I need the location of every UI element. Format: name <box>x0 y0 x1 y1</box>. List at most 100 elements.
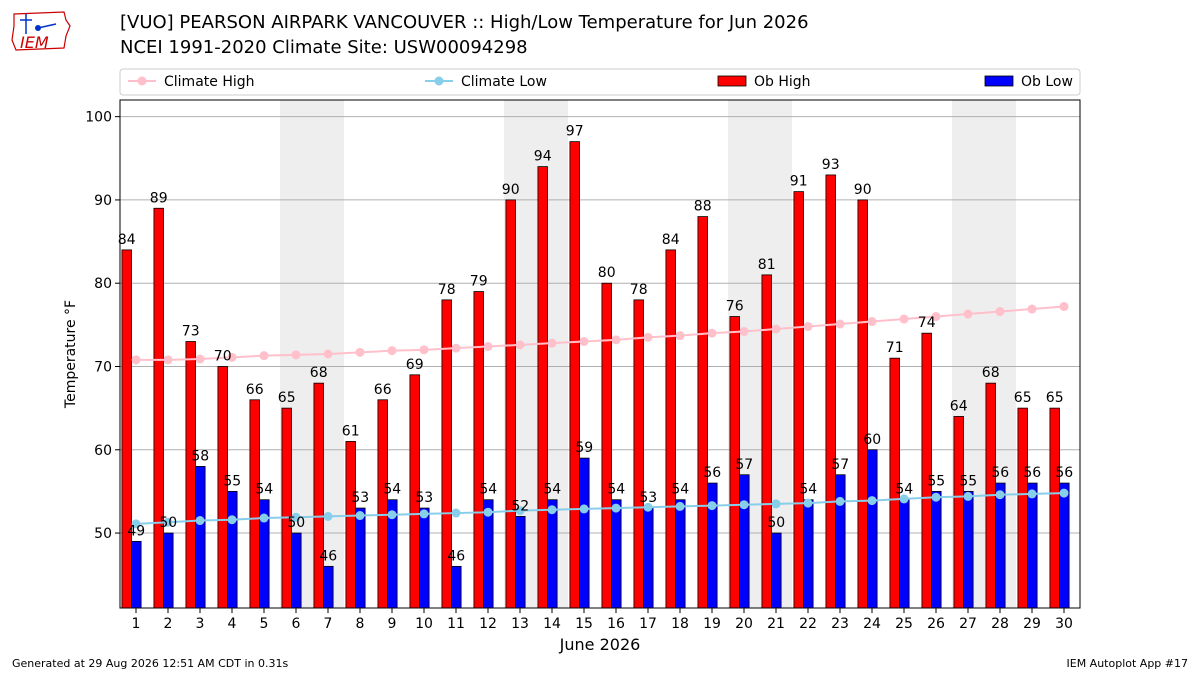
ob-low-bar <box>995 482 1006 609</box>
x-tick-label: 26 <box>927 616 945 632</box>
y-tick-label: 90 <box>94 193 112 209</box>
climate-high-point <box>707 328 717 338</box>
ob-low-label: 46 <box>447 548 465 564</box>
x-tick-label: 20 <box>735 616 753 632</box>
climate-high-point <box>291 350 301 360</box>
ob-low-bar <box>291 532 302 609</box>
ob-high-bar <box>793 191 804 609</box>
climate-high-point <box>1059 302 1069 312</box>
ob-low-bar <box>835 474 846 609</box>
climate-low-point <box>675 501 685 511</box>
climate-low-point <box>1027 489 1037 499</box>
ob-low-label: 56 <box>703 465 721 481</box>
ob-low-label: 54 <box>543 482 561 498</box>
ob-high-label: 65 <box>1014 390 1032 406</box>
ob-high-label: 68 <box>982 365 1000 381</box>
ob-low-bar <box>803 499 814 609</box>
ob-high-label: 90 <box>854 182 872 198</box>
ob-low-bar <box>419 507 430 609</box>
climate-high-point <box>931 312 941 322</box>
climate-low-point <box>131 519 141 529</box>
x-tick-label: 13 <box>511 616 529 632</box>
x-tick-label: 2 <box>164 616 173 632</box>
x-tick-label: 23 <box>831 616 849 632</box>
ob-low-label: 55 <box>959 473 977 489</box>
ob-high-label: 71 <box>886 340 904 356</box>
ob-low-label: 55 <box>927 473 945 489</box>
climate-low-point <box>451 508 461 518</box>
climate-high-point <box>227 352 237 362</box>
climate-low-point <box>387 510 397 520</box>
climate-high-point <box>963 309 973 319</box>
climate-high-point <box>419 345 429 355</box>
x-tick-label: 27 <box>959 616 977 632</box>
climate-low-point <box>803 498 813 508</box>
climate-low-point <box>483 507 493 517</box>
x-tick-label: 8 <box>356 616 365 632</box>
ob-high-bar <box>121 249 132 609</box>
climate-high-point <box>803 322 813 332</box>
ob-high-bar <box>249 399 260 609</box>
x-tick-label: 17 <box>639 616 657 632</box>
ob-high-bar <box>377 399 388 609</box>
ob-low-bar <box>643 507 654 609</box>
ob-low-label: 55 <box>223 473 241 489</box>
chart-subtitle: NCEI 1991-2020 Climate Site: USW00094298 <box>120 37 528 58</box>
climate-high-point <box>483 342 493 352</box>
climate-low-point <box>163 517 173 527</box>
ob-low-label: 59 <box>575 440 593 456</box>
ob-high-bar <box>185 341 196 609</box>
ob-high-label: 78 <box>630 282 648 298</box>
climate-low-point <box>1059 488 1069 498</box>
ob-high-bar <box>633 299 644 609</box>
climate-high-point <box>515 340 525 350</box>
climate-low-point <box>835 496 845 506</box>
ob-low-bar <box>163 532 174 609</box>
x-tick-label: 25 <box>895 616 913 632</box>
ob-low-label: 46 <box>319 548 337 564</box>
x-tick-label: 11 <box>447 616 465 632</box>
ob-low-bar <box>547 499 558 609</box>
ob-high-bar <box>761 274 772 609</box>
ob-low-label: 56 <box>1055 465 1073 481</box>
ob-high-bar <box>153 207 164 609</box>
ob-high-bar <box>473 291 484 609</box>
climate-high-point <box>131 355 141 365</box>
ob-low-bar <box>1059 482 1070 609</box>
ob-high-label: 65 <box>1046 390 1064 406</box>
x-tick-label: 10 <box>415 616 433 632</box>
climate-low-point <box>323 511 333 521</box>
ob-low-label: 54 <box>479 482 497 498</box>
app-note: IEM Autoplot App #17 <box>1066 657 1189 670</box>
ob-low-label: 57 <box>735 457 753 473</box>
ob-high-label: 79 <box>470 274 488 290</box>
ob-low-bar <box>515 515 526 609</box>
climate-low-point <box>579 504 589 514</box>
climate-high-point <box>643 332 653 342</box>
ob-low-bar <box>227 491 238 609</box>
ob-low-label: 52 <box>511 498 529 514</box>
ob-high-label: 91 <box>790 174 808 190</box>
climate-low-point <box>739 500 749 510</box>
climate-high-point <box>611 335 621 345</box>
x-tick-label: 16 <box>607 616 625 632</box>
ob-high-bar <box>1049 407 1060 609</box>
ob-low-label: 54 <box>895 482 913 498</box>
x-axis-label: June 2026 <box>559 635 641 654</box>
climate-low-point <box>611 503 621 513</box>
climate-low-point <box>547 505 557 515</box>
plot-area-frame <box>119 99 1081 609</box>
ob-low-label: 54 <box>607 482 625 498</box>
climate-low-point <box>355 511 365 521</box>
y-tick-label: 50 <box>94 526 112 542</box>
x-tick-label: 29 <box>1023 616 1041 632</box>
legend-item: Ob Low <box>984 74 1073 90</box>
ob-high-label: 81 <box>758 257 776 273</box>
climate-low-point <box>195 516 205 526</box>
legend-label: Climate High <box>164 74 255 90</box>
ob-high-label: 68 <box>310 365 328 381</box>
x-tick-label: 12 <box>479 616 497 632</box>
ob-low-label: 50 <box>767 515 785 531</box>
ob-low-label: 54 <box>671 482 689 498</box>
ob-low-bar <box>131 540 142 609</box>
